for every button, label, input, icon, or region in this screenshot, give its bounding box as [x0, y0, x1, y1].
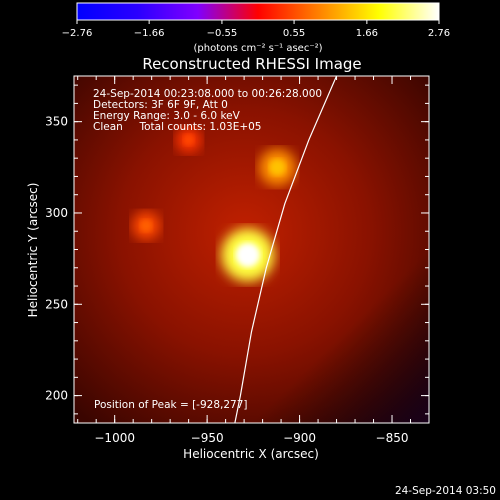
y-tick-label: 250	[45, 297, 68, 311]
colorbar-ticks: −2.76 −1.66 −0.55 0.55 1.66 2.76	[62, 20, 450, 39]
x-tick-label: −900	[283, 431, 316, 445]
y-axis-label: Heliocentric Y (arcsec)	[26, 183, 40, 318]
colorbar-tick-label: −1.66	[134, 28, 165, 39]
y-tick-label: 350	[45, 115, 68, 129]
colorbar-tick-label: 0.55	[283, 28, 305, 39]
chart-title: Reconstructed RHESSI Image	[142, 55, 361, 73]
colorbar	[76, 2, 440, 21]
annotation-energy-range: Energy Range: 3.0 - 6.0 keV	[93, 110, 241, 122]
annotation-clean-counts: Clean Total counts: 1.03E+05	[93, 121, 262, 133]
annotation-detectors: Detectors: 3F 6F 9F, Att 0	[93, 99, 228, 111]
y-tick-label: 200	[45, 389, 68, 403]
heatmap-image	[74, 76, 429, 423]
x-tick-label: −1000	[94, 431, 135, 445]
colorbar-tick-label: 1.66	[356, 28, 378, 39]
axis-ticks: −1000 −950 −900 −850 200 250 300 350	[45, 76, 430, 445]
x-tick-label: −950	[191, 431, 224, 445]
peak-position-label: Position of Peak = [-928,277]	[94, 399, 248, 411]
colorbar-tick-label: −0.55	[207, 28, 238, 39]
colorbar-tick-label: −2.76	[62, 28, 93, 39]
x-tick-label: −850	[376, 431, 409, 445]
annotation-time-range: 24-Sep-2014 00:23:08.000 to 00:26:28.000	[93, 88, 322, 100]
colorbar-tick-label: 2.76	[428, 28, 450, 39]
y-tick-label: 300	[45, 206, 68, 220]
colorbar-unit-label: (photons cm⁻² s⁻¹ asec⁻²)	[193, 43, 322, 54]
timestamp: 24-Sep-2014 03:50	[395, 485, 496, 497]
solar-limb-curve	[234, 76, 338, 423]
x-axis-label: Heliocentric X (arcsec)	[183, 447, 319, 461]
